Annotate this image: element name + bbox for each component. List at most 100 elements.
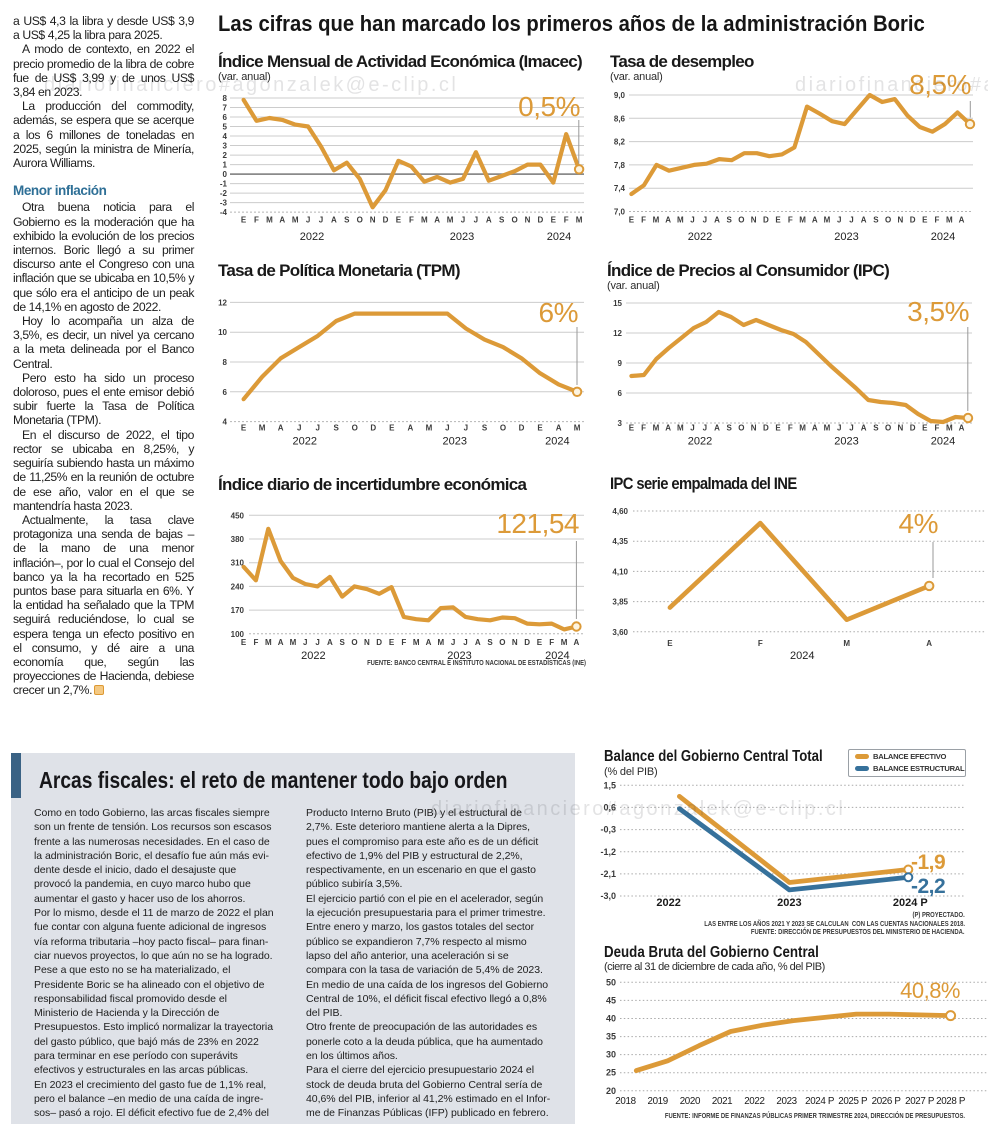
svg-text:2024: 2024 xyxy=(790,650,814,662)
svg-text:4,60: 4,60 xyxy=(612,507,628,516)
svg-text:F: F xyxy=(758,639,763,648)
svg-text:M: M xyxy=(653,424,660,433)
svg-text:M: M xyxy=(426,424,433,433)
svg-text:2022: 2022 xyxy=(293,436,317,448)
svg-text:E: E xyxy=(537,424,543,433)
svg-text:E: E xyxy=(241,424,247,433)
svg-text:380: 380 xyxy=(231,535,245,544)
svg-text:2026 P: 2026 P xyxy=(872,1096,902,1107)
svg-text:J: J xyxy=(690,216,694,225)
svg-text:1: 1 xyxy=(223,161,228,170)
svg-text:F: F xyxy=(401,638,406,647)
svg-text:O: O xyxy=(738,216,744,225)
svg-text:D: D xyxy=(763,216,769,225)
svg-text:J: J xyxy=(303,638,307,647)
svg-text:E: E xyxy=(396,216,402,225)
svg-text:2022: 2022 xyxy=(656,897,680,909)
svg-text:9,0: 9,0 xyxy=(614,91,626,100)
svg-text:4: 4 xyxy=(223,418,228,427)
svg-text:2021: 2021 xyxy=(712,1096,732,1107)
svg-text:F: F xyxy=(549,638,554,647)
svg-text:A: A xyxy=(331,216,337,225)
svg-text:7,0: 7,0 xyxy=(614,208,626,217)
svg-text:J: J xyxy=(451,638,455,647)
svg-text:E: E xyxy=(667,639,673,648)
svg-text:J: J xyxy=(837,216,841,225)
svg-text:S: S xyxy=(873,216,879,225)
svg-text:2022: 2022 xyxy=(301,650,325,662)
svg-text:7: 7 xyxy=(223,104,228,113)
svg-text:J: J xyxy=(849,216,853,225)
svg-text:-0,3: -0,3 xyxy=(600,825,616,835)
svg-text:A: A xyxy=(408,424,414,433)
svg-text:-3,0: -3,0 xyxy=(600,891,616,901)
svg-text:D: D xyxy=(519,424,525,433)
svg-text:F: F xyxy=(935,216,940,225)
svg-text:M: M xyxy=(259,424,266,433)
svg-text:8: 8 xyxy=(223,358,228,367)
svg-text:2023: 2023 xyxy=(777,897,801,909)
svg-text:D: D xyxy=(910,424,916,433)
svg-text:M: M xyxy=(653,216,660,225)
svg-text:A: A xyxy=(926,639,932,648)
svg-text:2023: 2023 xyxy=(834,231,858,243)
svg-text:S: S xyxy=(482,424,488,433)
svg-text:E: E xyxy=(629,424,635,433)
svg-text:E: E xyxy=(389,424,395,433)
svg-text:310: 310 xyxy=(231,559,245,568)
svg-text:J: J xyxy=(703,216,707,225)
svg-text:F: F xyxy=(254,216,259,225)
svg-text:-2: -2 xyxy=(220,189,228,198)
svg-text:A: A xyxy=(665,216,671,225)
svg-text:E: E xyxy=(389,638,395,647)
svg-text:2024: 2024 xyxy=(547,231,571,243)
svg-text:10: 10 xyxy=(218,328,227,337)
svg-text:F: F xyxy=(935,424,940,433)
svg-text:O: O xyxy=(885,216,891,225)
svg-text:2023: 2023 xyxy=(443,436,467,448)
svg-text:D: D xyxy=(763,424,769,433)
svg-text:7,8: 7,8 xyxy=(614,161,626,170)
svg-text:J: J xyxy=(849,424,853,433)
svg-text:45: 45 xyxy=(606,995,616,1005)
svg-text:50: 50 xyxy=(606,977,616,987)
svg-text:J: J xyxy=(315,638,319,647)
svg-text:J: J xyxy=(463,638,467,647)
svg-text:8: 8 xyxy=(223,94,228,103)
svg-text:4,35: 4,35 xyxy=(612,537,628,546)
svg-text:D: D xyxy=(538,216,544,225)
svg-text:A: A xyxy=(279,216,285,225)
svg-text:N: N xyxy=(751,216,757,225)
svg-text:3,60: 3,60 xyxy=(612,628,628,637)
svg-text:6: 6 xyxy=(223,388,228,397)
svg-text:-1,2: -1,2 xyxy=(600,847,616,857)
svg-text:F: F xyxy=(641,424,646,433)
svg-text:8,6: 8,6 xyxy=(614,114,626,123)
svg-text:A: A xyxy=(556,424,562,433)
svg-text:35: 35 xyxy=(606,1032,616,1042)
svg-text:F: F xyxy=(409,216,414,225)
svg-text:450: 450 xyxy=(231,511,245,520)
svg-text:2023: 2023 xyxy=(834,436,858,448)
svg-text:A: A xyxy=(434,216,440,225)
svg-text:O: O xyxy=(352,424,358,433)
svg-text:2023: 2023 xyxy=(450,231,474,243)
svg-text:A: A xyxy=(861,424,867,433)
svg-text:S: S xyxy=(727,424,733,433)
svg-text:20: 20 xyxy=(606,1086,616,1096)
svg-text:8,2: 8,2 xyxy=(614,138,626,147)
svg-text:2024: 2024 xyxy=(545,436,569,448)
svg-text:O: O xyxy=(351,638,357,647)
svg-text:2023: 2023 xyxy=(447,650,471,662)
svg-text:M: M xyxy=(824,424,831,433)
svg-text:A: A xyxy=(714,424,720,433)
svg-text:A: A xyxy=(475,638,481,647)
svg-text:M: M xyxy=(677,216,684,225)
svg-text:N: N xyxy=(370,216,376,225)
svg-text:2022: 2022 xyxy=(688,436,712,448)
svg-text:-4: -4 xyxy=(220,208,228,217)
svg-text:O: O xyxy=(885,424,891,433)
svg-text:-1: -1 xyxy=(220,180,228,189)
svg-text:2028 P: 2028 P xyxy=(936,1096,966,1107)
svg-text:E: E xyxy=(551,216,557,225)
